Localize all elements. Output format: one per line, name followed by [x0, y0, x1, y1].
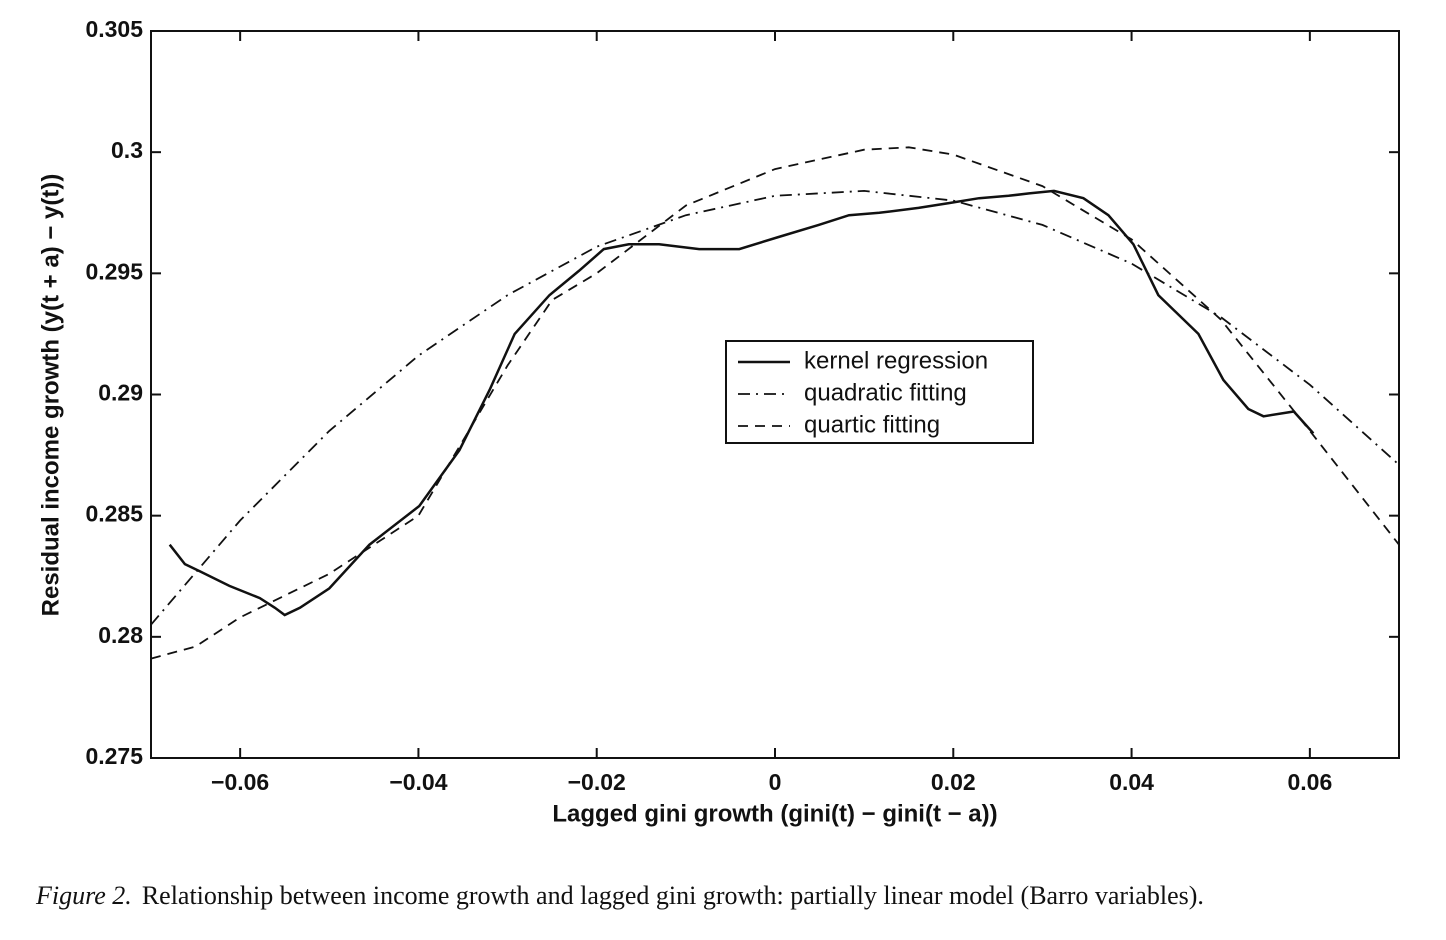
x-tick-label: 0	[769, 769, 782, 795]
y-axis-label: Residual income growth (y(t + a) − y(t))	[37, 174, 64, 617]
legend-label: quartic fitting	[804, 411, 940, 438]
x-tick-label: 0.06	[1287, 769, 1332, 795]
figure-label: Figure 2.	[35, 881, 132, 910]
y-tick-label: 0.3	[111, 137, 143, 163]
y-tick-label: 0.295	[85, 258, 143, 284]
x-tick-label: 0.02	[931, 769, 976, 795]
y-tick-label: 0.28	[98, 622, 143, 648]
legend-label: kernel regression	[804, 347, 988, 374]
caption-text: Relationship between income growth and l…	[142, 881, 1204, 910]
x-tick-label: −0.04	[389, 769, 447, 795]
series-line	[150, 146, 1400, 660]
legend-label: quadratic fitting	[804, 379, 967, 406]
caption: Figure 2. Relationship between income gro…	[35, 881, 1204, 910]
y-tick-label: 0.285	[85, 501, 143, 527]
series-line	[168, 189, 1315, 617]
y-tick-label: 0.29	[98, 380, 143, 406]
y-tick-label: 0.275	[85, 743, 143, 769]
x-tick-label: 0.04	[1109, 769, 1154, 795]
y-tick-label: 0.305	[85, 16, 143, 42]
x-tick-label: −0.06	[211, 769, 269, 795]
x-tick-label: −0.02	[568, 769, 626, 795]
x-axis-label: Lagged gini growth (gini(t) − gini(t − a…	[552, 800, 997, 827]
